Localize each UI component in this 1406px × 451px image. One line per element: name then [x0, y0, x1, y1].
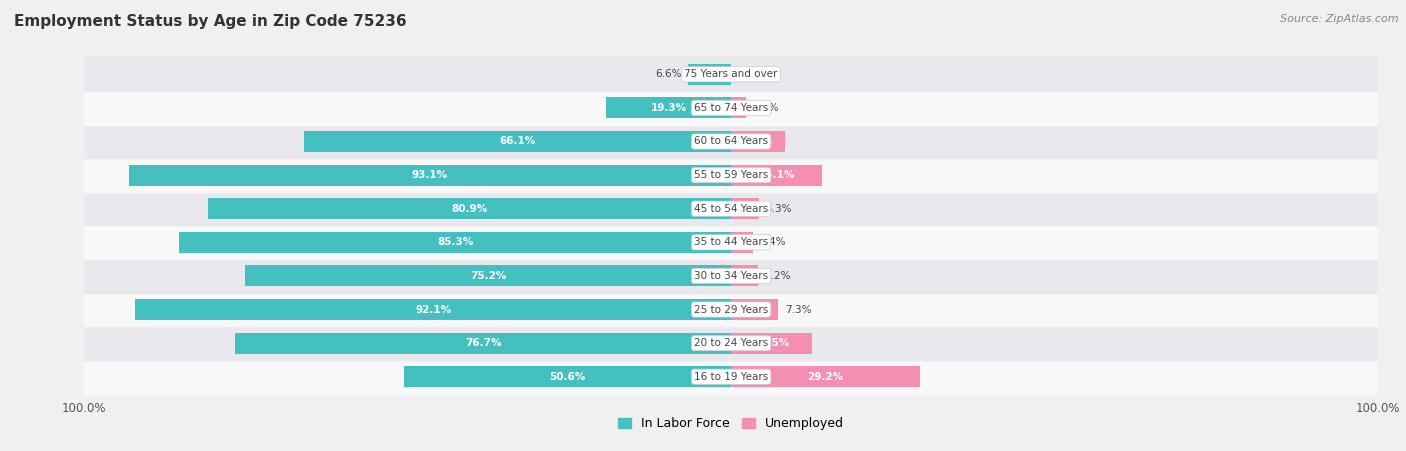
Text: 29.2%: 29.2% — [807, 372, 844, 382]
Text: 75.2%: 75.2% — [470, 271, 506, 281]
Bar — [52, 327, 1406, 360]
Text: 60 to 64 Years: 60 to 64 Years — [695, 137, 768, 147]
Text: 93.1%: 93.1% — [412, 170, 449, 180]
Bar — [52, 124, 1406, 158]
Bar — [731, 299, 779, 320]
Text: 6.6%: 6.6% — [655, 69, 682, 79]
Text: 35 to 44 Years: 35 to 44 Years — [695, 237, 768, 247]
Text: 30 to 34 Years: 30 to 34 Years — [695, 271, 768, 281]
Bar — [245, 266, 731, 286]
Bar — [731, 266, 758, 286]
Text: 76.7%: 76.7% — [465, 338, 502, 348]
Bar — [52, 226, 1406, 259]
Text: 8.4%: 8.4% — [744, 137, 773, 147]
Text: 19.3%: 19.3% — [651, 103, 686, 113]
Bar — [731, 198, 759, 219]
Text: 55 to 59 Years: 55 to 59 Years — [695, 170, 768, 180]
Text: 4.2%: 4.2% — [765, 271, 792, 281]
Text: 12.5%: 12.5% — [754, 338, 790, 348]
Text: 65 to 74 Years: 65 to 74 Years — [695, 103, 768, 113]
Text: Source: ZipAtlas.com: Source: ZipAtlas.com — [1281, 14, 1399, 23]
Bar — [731, 97, 747, 118]
Bar — [52, 192, 1406, 226]
Bar — [731, 333, 813, 354]
Text: 80.9%: 80.9% — [451, 204, 488, 214]
Bar — [52, 360, 1406, 394]
Text: 4.3%: 4.3% — [765, 204, 792, 214]
Bar — [731, 232, 754, 253]
Bar — [52, 158, 1406, 192]
Text: 50.6%: 50.6% — [550, 372, 586, 382]
Bar — [129, 165, 731, 185]
Legend: In Labor Force, Unemployed: In Labor Force, Unemployed — [613, 412, 849, 435]
Text: 3.4%: 3.4% — [759, 237, 786, 247]
Bar — [235, 333, 731, 354]
Text: 66.1%: 66.1% — [499, 137, 536, 147]
Bar — [52, 259, 1406, 293]
Bar — [731, 165, 823, 185]
Bar — [304, 131, 731, 152]
Text: 7.3%: 7.3% — [785, 304, 811, 314]
Text: 0.0%: 0.0% — [738, 69, 763, 79]
Bar — [731, 131, 786, 152]
Bar — [731, 366, 920, 387]
Text: 85.3%: 85.3% — [437, 237, 474, 247]
Text: 75 Years and over: 75 Years and over — [685, 69, 778, 79]
Text: 25 to 29 Years: 25 to 29 Years — [695, 304, 768, 314]
Bar — [404, 366, 731, 387]
Bar — [135, 299, 731, 320]
Bar — [606, 97, 731, 118]
Bar — [52, 91, 1406, 124]
Text: 16 to 19 Years: 16 to 19 Years — [695, 372, 768, 382]
Text: 92.1%: 92.1% — [415, 304, 451, 314]
Bar — [208, 198, 731, 219]
Text: 20 to 24 Years: 20 to 24 Years — [695, 338, 768, 348]
Text: 14.1%: 14.1% — [758, 170, 794, 180]
Text: 45 to 54 Years: 45 to 54 Years — [695, 204, 768, 214]
Bar — [52, 57, 1406, 91]
Bar — [689, 64, 731, 85]
Text: 2.3%: 2.3% — [752, 103, 779, 113]
Text: Employment Status by Age in Zip Code 75236: Employment Status by Age in Zip Code 752… — [14, 14, 406, 28]
Bar — [52, 293, 1406, 327]
Bar — [180, 232, 731, 253]
